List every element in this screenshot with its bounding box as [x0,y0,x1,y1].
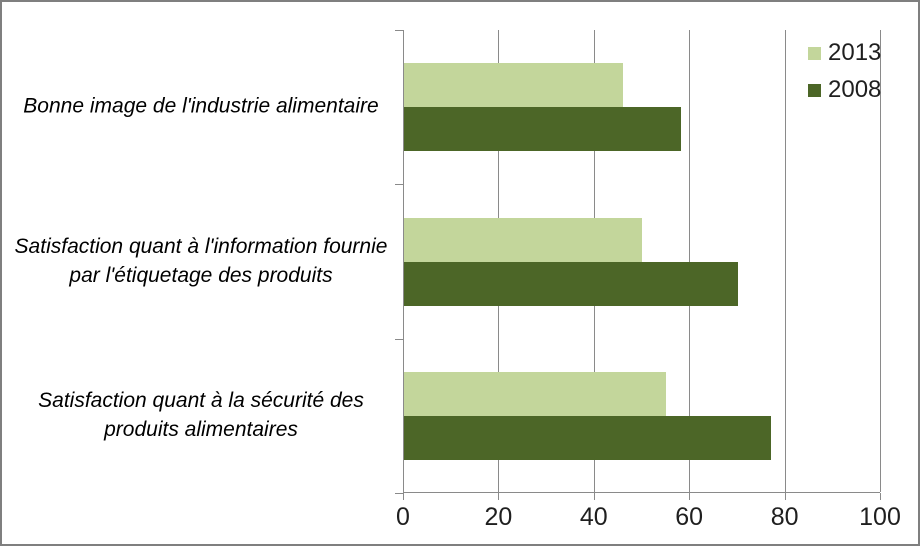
x-axis-label-60: 60 [675,503,704,531]
legend-swatch-2008 [808,83,821,97]
bar-2008-category-2 [404,262,738,306]
bar-2013-category-1 [404,63,623,107]
legend-label-2013: 2013 [828,39,882,66]
x-axis-tick-80 [784,493,786,500]
bar-2013-category-3 [404,372,666,416]
bar-2008-category-3 [404,416,771,460]
x-axis-tick-100 [880,493,881,500]
bar-2013-category-2 [404,218,642,262]
category-label-1: Bonne image de l'industrie alimentaire [23,94,379,118]
y-axis-tick-0 [395,30,403,31]
legend-label-2008: 2008 [828,76,882,103]
plot-area [395,30,881,500]
y-axis-tick-3 [395,493,403,494]
legend-item-2013: 2013 [808,39,882,66]
gridline-100 [880,30,881,492]
x-axis-label-0: 0 [396,503,410,531]
x-axis-label-20: 20 [484,503,513,531]
x-axis-tick-0 [403,493,404,500]
y-axis-tick-1 [395,184,403,185]
x-axis-label-40: 40 [579,503,608,531]
legend-item-2008: 2008 [808,76,882,103]
x-axis-tick-40 [593,493,595,500]
category-label-2: Satisfaction quant à l'information fourn… [14,235,388,287]
x-axis-tick-20 [498,493,500,500]
legend: 2013 2008 [808,39,882,114]
legend-swatch-2013 [808,46,821,60]
gridline-80 [784,30,786,492]
x-axis-tick-60 [689,493,691,500]
category-label-3: Satisfaction quant à la sécurité des pro… [38,389,364,441]
x-axis-label-80: 80 [770,503,799,531]
bar-2008-category-1 [404,107,681,151]
gridline-60 [689,30,691,492]
x-axis-label-100: 100 [859,503,901,531]
y-axis-tick-2 [395,339,403,340]
